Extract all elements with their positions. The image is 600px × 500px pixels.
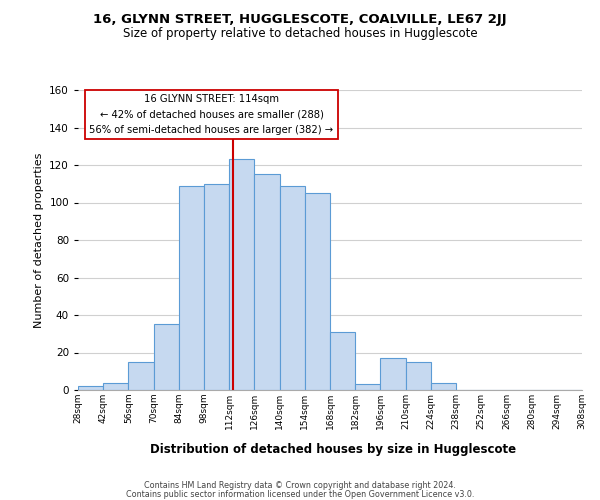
Bar (103, 382, 128, 390)
Text: 16, GLYNN STREET, HUGGLESCOTE, COALVILLE, LE67 2JJ: 16, GLYNN STREET, HUGGLESCOTE, COALVILLE… (93, 12, 507, 26)
Bar (128, 362, 154, 390)
Bar (204, 184, 229, 390)
Text: Size of property relative to detached houses in Hugglescote: Size of property relative to detached ho… (122, 28, 478, 40)
Bar (179, 186, 204, 390)
Bar (280, 186, 305, 390)
Bar (380, 358, 406, 390)
Bar (229, 160, 254, 390)
Bar (154, 324, 179, 390)
Bar (330, 332, 355, 390)
Bar (78, 386, 103, 390)
Text: Distribution of detached houses by size in Hugglescote: Distribution of detached houses by size … (150, 442, 516, 456)
Bar (355, 384, 380, 390)
Bar (305, 193, 330, 390)
Y-axis label: Number of detached properties: Number of detached properties (34, 152, 44, 328)
Bar (254, 174, 280, 390)
Bar (431, 382, 456, 390)
Text: Contains HM Land Registry data © Crown copyright and database right 2024.: Contains HM Land Registry data © Crown c… (144, 481, 456, 490)
Text: Contains public sector information licensed under the Open Government Licence v3: Contains public sector information licen… (126, 490, 474, 499)
Bar (406, 362, 431, 390)
Text: 16 GLYNN STREET: 114sqm
← 42% of detached houses are smaller (288)
56% of semi-d: 16 GLYNN STREET: 114sqm ← 42% of detache… (89, 94, 334, 135)
